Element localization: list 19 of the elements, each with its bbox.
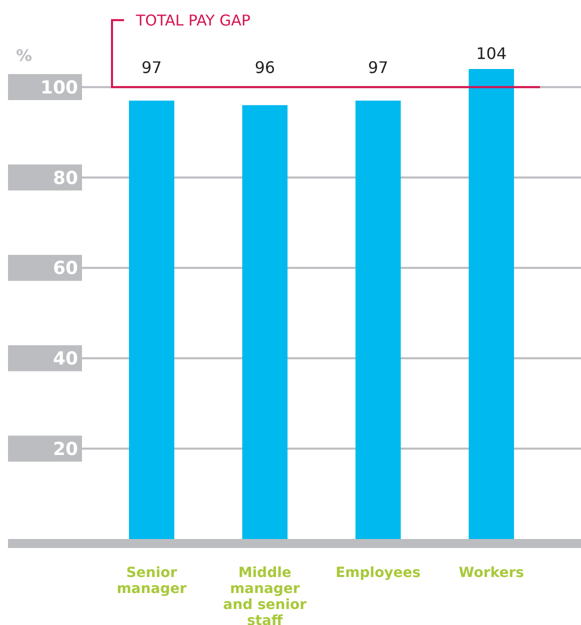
bar [242,105,288,539]
y-tick-label: 20 [52,438,78,460]
y-tick-label: 40 [52,348,78,370]
y-tick-label: 60 [52,258,78,280]
data-label: 104 [476,44,507,63]
data-label: 97 [368,58,388,78]
ref-line-label: TOTAL PAY GAP [135,11,250,30]
y-tick-label: 80 [52,168,78,189]
x-tick-label: Employees [336,565,421,581]
x-tick-label: Workers [458,565,524,581]
x-tick-label: Senior manager [116,565,187,597]
bar [468,69,514,539]
y-axis-title: % [16,46,32,66]
bar [355,100,401,539]
x-tick-label: Middle manager and senior staff [223,565,307,625]
data-label: 97 [141,58,162,78]
bar [128,100,174,539]
data-label: 96 [254,58,276,78]
y-tick-label: 100 [40,77,78,98]
